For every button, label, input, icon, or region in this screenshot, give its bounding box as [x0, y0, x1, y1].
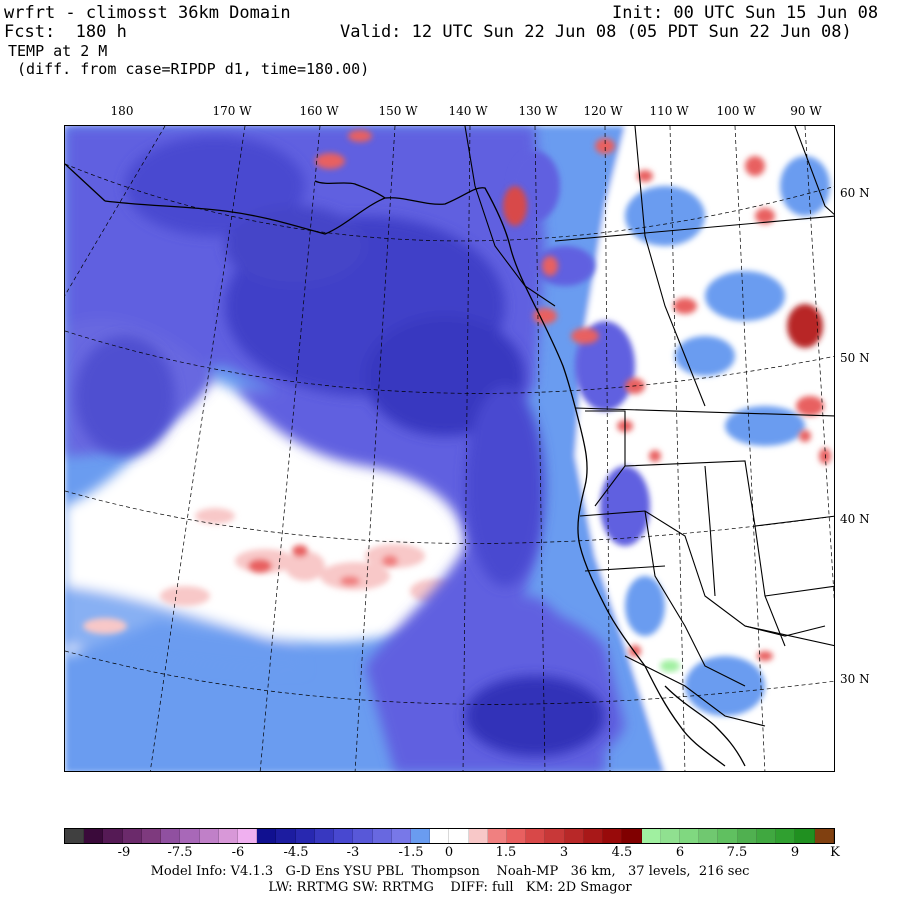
colorbar-swatch: [814, 829, 834, 843]
colorbar-tick: -6: [231, 845, 245, 860]
physics-info: LW: RRTMG SW: RRTMG DIFF: full KM: 2D Sm…: [268, 880, 632, 895]
lat-label: 50 N: [840, 351, 870, 365]
colorbar-swatch: [776, 829, 796, 843]
colorbar-swatch: [487, 829, 508, 843]
map-panel[interactable]: [64, 125, 835, 772]
colorbar-tick: 0: [444, 845, 454, 860]
colorbar-swatch: [180, 829, 200, 843]
colorbar-tick: -1.5: [398, 845, 424, 860]
colorbar-tick: -3: [346, 845, 360, 860]
graticule: [65, 126, 834, 771]
colorbar-swatch: [583, 829, 604, 843]
lat-label: 60 N: [840, 186, 870, 200]
colorbar-swatch: [237, 829, 258, 843]
colorbar-swatch: [660, 829, 680, 843]
colorbar-swatch: [218, 829, 238, 843]
lat-label: 40 N: [840, 512, 870, 526]
colorbar-swatch: [199, 829, 219, 843]
lon-label: 110 W: [649, 104, 689, 118]
lon-label: 160 W: [299, 104, 339, 118]
forecast-hour: Fcst: 180 h: [4, 22, 127, 42]
lon-label: 140 W: [448, 104, 488, 118]
colorbar-swatch: [65, 829, 85, 843]
colorbar-swatch: [276, 829, 296, 843]
colorbar-swatch: [141, 829, 162, 843]
strong-cool-cores: [75, 136, 605, 756]
lat-label: 30 N: [840, 672, 870, 686]
temperature-difference-map: [65, 126, 834, 771]
lon-label: 180: [110, 104, 134, 118]
land-warm-speckles: [315, 130, 831, 661]
colorbar-swatch: [84, 829, 104, 843]
colorbar-swatch: [699, 829, 719, 843]
lon-label: 150 W: [378, 104, 418, 118]
colorbar-swatch: [430, 829, 450, 843]
colorbar-swatch: [314, 829, 335, 843]
colorbar-swatch: [122, 829, 142, 843]
colorbar-tick: 9: [790, 845, 800, 860]
lon-label: 170 W: [212, 104, 252, 118]
colorbar-swatch: [680, 829, 700, 843]
colorbar-tick: 1.5: [495, 845, 517, 860]
colorbar-tick: -4.5: [283, 845, 309, 860]
colorbar-swatch: [372, 829, 392, 843]
field-name: TEMP at 2 M: [8, 42, 108, 60]
colorbar-swatch: [468, 829, 488, 843]
colorbar-swatch: [257, 829, 277, 843]
colorbar-tick: -9: [117, 845, 131, 860]
model-title: wrfrt - climosst 36km Domain: [4, 3, 291, 23]
lon-label: 100 W: [716, 104, 756, 118]
coastline: [65, 163, 746, 767]
colorbar-swatch: [161, 829, 181, 843]
colorbar-tick: -7.5: [167, 845, 193, 860]
colorbar-swatch: [507, 829, 527, 843]
colorbar-swatch: [756, 829, 777, 843]
colorbar: [64, 828, 835, 844]
colorbar-swatch: [564, 829, 584, 843]
colorbar-tick: 6: [675, 845, 685, 860]
lon-label: 90 W: [790, 104, 822, 118]
valid-time: Valid: 12 UTC Sun 22 Jun 08 (05 PDT Sun …: [340, 22, 852, 42]
colorbar-swatch: [410, 829, 431, 843]
diff-info: (diff. from case=RIPDP d1, time=180.00): [8, 60, 370, 78]
colorbar-swatch: [103, 829, 123, 843]
colorbar-swatch: [295, 829, 315, 843]
green-patch: [660, 660, 680, 672]
colorbar-swatch: [737, 829, 757, 843]
colorbar-tick: 7.5: [726, 845, 748, 860]
colorbar-swatch: [603, 829, 623, 843]
colorbar-swatch: [334, 829, 354, 843]
colorbar-swatch: [545, 829, 565, 843]
colorbar-swatch: [353, 829, 373, 843]
colorbar-swatch: [449, 829, 469, 843]
colorbar-tick: 3: [559, 845, 569, 860]
colorbar-swatch: [622, 829, 642, 843]
model-info: Model Info: V4.1.3 G-D Ens YSU PBL Thomp…: [150, 864, 750, 879]
colorbar-swatch: [718, 829, 738, 843]
colorbar-units: K: [830, 845, 840, 860]
lon-label: 130 W: [518, 104, 558, 118]
political-borders: [464, 126, 834, 727]
colorbar-swatch: [795, 829, 815, 843]
colorbar-swatch: [641, 829, 661, 843]
colorbar-tick: 4.5: [611, 845, 633, 860]
lon-label: 120 W: [583, 104, 623, 118]
init-time: Init: 00 UTC Sun 15 Jun 08: [612, 3, 879, 23]
colorbar-swatch: [391, 829, 411, 843]
colorbar-swatch: [526, 829, 546, 843]
